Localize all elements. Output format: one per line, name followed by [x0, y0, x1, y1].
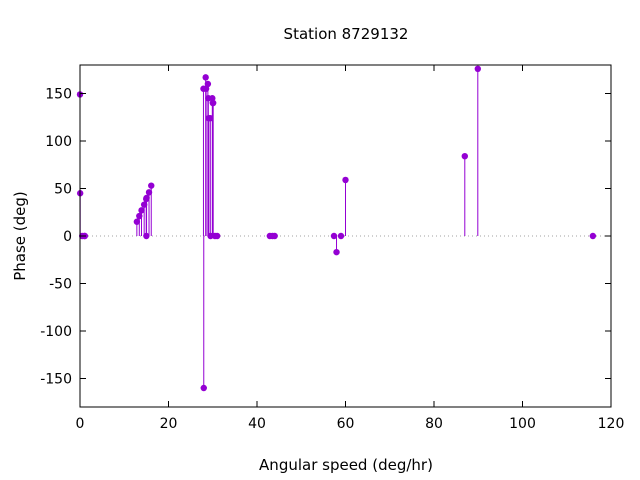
y-tick-label: 50 — [54, 182, 72, 198]
y-axis-label: Phase (deg) — [11, 191, 29, 281]
data-point — [209, 95, 216, 102]
x-tick-label: 60 — [337, 416, 355, 432]
x-tick-label: 100 — [509, 416, 536, 432]
data-point — [461, 153, 468, 160]
x-axis-label: Angular speed (deg/hr) — [259, 456, 433, 474]
data-point — [136, 212, 143, 220]
x-tick-label: 0 — [76, 416, 85, 432]
data-point — [204, 80, 212, 88]
data-point — [148, 182, 155, 189]
x-tick-label: 40 — [248, 416, 266, 432]
data-point — [202, 74, 209, 81]
data-point — [145, 189, 153, 196]
data-point — [133, 218, 141, 225]
plot-area: 0 20 40 60 80 100 120 -150 -100 -50 0 50 100 150 — [40, 64, 625, 432]
data-point — [143, 194, 150, 202]
y-tick-label: 100 — [45, 134, 72, 150]
y-tick-label: 150 — [45, 87, 72, 103]
data-point — [342, 176, 349, 184]
data-point — [209, 99, 217, 107]
data-point — [474, 65, 482, 73]
data-point — [138, 207, 145, 214]
data-point — [200, 384, 207, 392]
data-point — [330, 232, 338, 240]
data-point — [271, 232, 278, 240]
y-tick-label: -150 — [40, 372, 72, 388]
y-tick-label: -50 — [49, 277, 72, 293]
data-point — [589, 232, 597, 240]
data-point — [337, 232, 345, 240]
x-tick-label: 20 — [160, 416, 178, 432]
y-tick-label: -100 — [40, 324, 72, 340]
chart-title: Station 8729132 — [284, 25, 409, 43]
x-tick-label: 120 — [598, 416, 625, 432]
data-point — [213, 232, 221, 240]
x-tick-label: 80 — [425, 416, 443, 432]
data-point — [333, 248, 340, 256]
y-tick-label: 0 — [63, 229, 72, 245]
